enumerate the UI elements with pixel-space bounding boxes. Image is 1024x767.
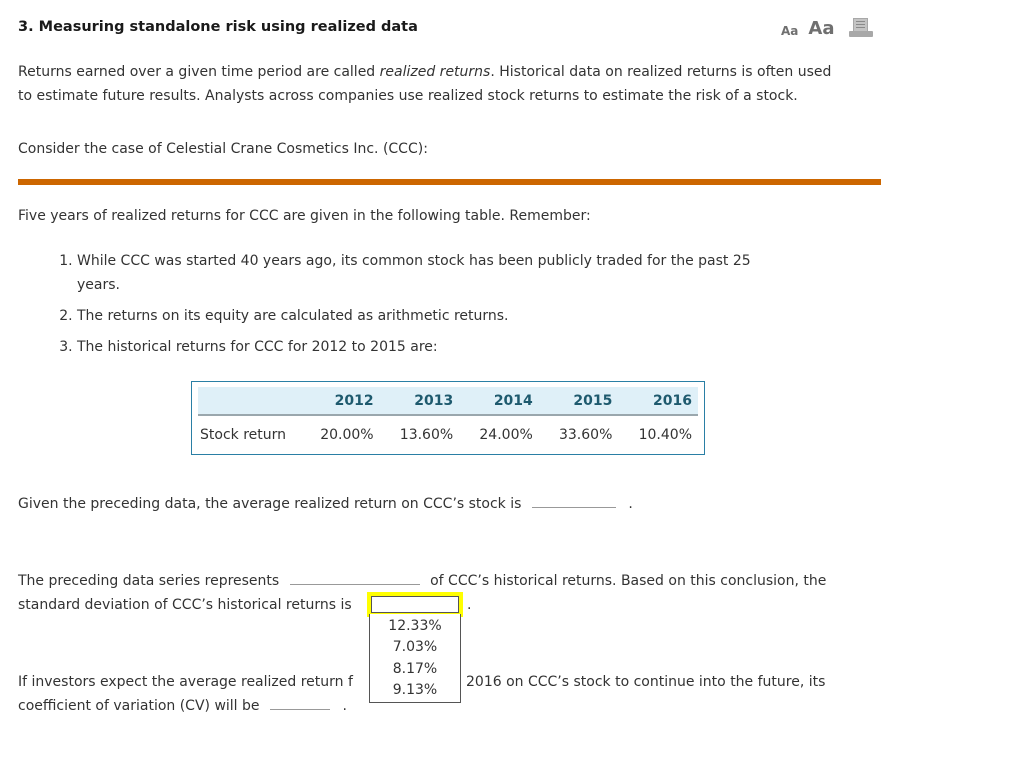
intro-emphasis: realized returns (379, 64, 491, 80)
question-text: standard deviation of CCC’s historical r… (18, 597, 352, 613)
table-header: 2016 (618, 387, 698, 416)
list-item: The historical returns for CCC for 2012 … (77, 335, 797, 359)
table-header: 2012 (300, 387, 380, 416)
table-cell: 13.60% (399, 427, 454, 443)
toolbar: Aa Aa (781, 18, 874, 38)
question-text: of CCC’s historical returns. Based on th… (430, 573, 827, 589)
row-label: Stock return (200, 427, 287, 443)
question-cv-line1a: If investors expect the average realized… (18, 674, 353, 690)
dropdown-option[interactable]: 12.33% (388, 618, 442, 634)
sample-population-dropdown[interactable] (289, 570, 420, 585)
table-header: 2015 (538, 387, 619, 416)
question-cv-line1b: 2016 on CCC’s stock to continue into the… (466, 674, 826, 690)
average-return-dropdown[interactable] (531, 493, 616, 508)
table-header: 2014 (459, 387, 539, 416)
question-text: Given the preceding data, the average re… (18, 496, 522, 512)
reminder-list: While CCC was started 40 years ago, its … (34, 249, 797, 366)
cv-dropdown[interactable] (269, 695, 330, 710)
dropdown-option[interactable]: 9.13% (392, 682, 438, 698)
font-size-small-button[interactable]: Aa (781, 24, 799, 38)
table-header (198, 387, 300, 416)
intro-text: . Historical data on realized returns is… (490, 64, 832, 80)
question-std-dev-line: standard deviation of CCC’s historical r… (18, 593, 352, 617)
period: . (342, 698, 347, 714)
table-row: Stock return 20.00% 13.60% 24.00% 33.60%… (198, 415, 698, 454)
printer-icon[interactable] (848, 18, 874, 38)
section-lead: Five years of realized returns for CCC a… (18, 208, 591, 224)
question-text: The preceding data series represents (18, 573, 280, 589)
dropdown-option[interactable]: 7.03% (392, 639, 438, 655)
returns-table: 2012 2013 2014 2015 2016 Stock return 20… (191, 381, 705, 455)
table-header-row: 2012 2013 2014 2015 2016 (198, 387, 698, 416)
list-item: While CCC was started 40 years ago, its … (77, 249, 797, 297)
list-item: The returns on its equity are calculated… (77, 304, 797, 328)
question-text: coefficient of variation (CV) will be (18, 698, 260, 714)
intro-paragraph: Returns earned over a given time period … (18, 60, 898, 108)
intro-text-line2: to estimate future results. Analysts acr… (18, 88, 798, 104)
table-cell: 20.00% (320, 427, 374, 443)
table-cell: 33.60% (558, 427, 613, 443)
std-dev-dropdown-list: 12.33% 7.03% 8.17% 9.13% (369, 614, 461, 703)
std-dev-dropdown-value[interactable] (371, 596, 459, 613)
intro-text: Returns earned over a given time period … (18, 64, 380, 80)
table-header: 2013 (379, 387, 460, 416)
page-title: 3. Measuring standalone risk using reali… (18, 19, 418, 35)
question-average-return: Given the preceding data, the average re… (18, 492, 633, 516)
dropdown-option[interactable]: 8.17% (392, 661, 438, 677)
question-cv-line2: coefficient of variation (CV) will be . (18, 694, 347, 718)
section-divider (18, 179, 881, 185)
table-cell: 10.40% (638, 427, 692, 443)
font-size-large-button[interactable]: Aa (808, 18, 835, 39)
table-cell: 24.00% (479, 427, 533, 443)
question-sample-population: The preceding data series represents of … (18, 569, 878, 593)
period: . (628, 496, 633, 512)
period: . (467, 597, 472, 613)
case-intro: Consider the case of Celestial Crane Cos… (18, 141, 428, 157)
